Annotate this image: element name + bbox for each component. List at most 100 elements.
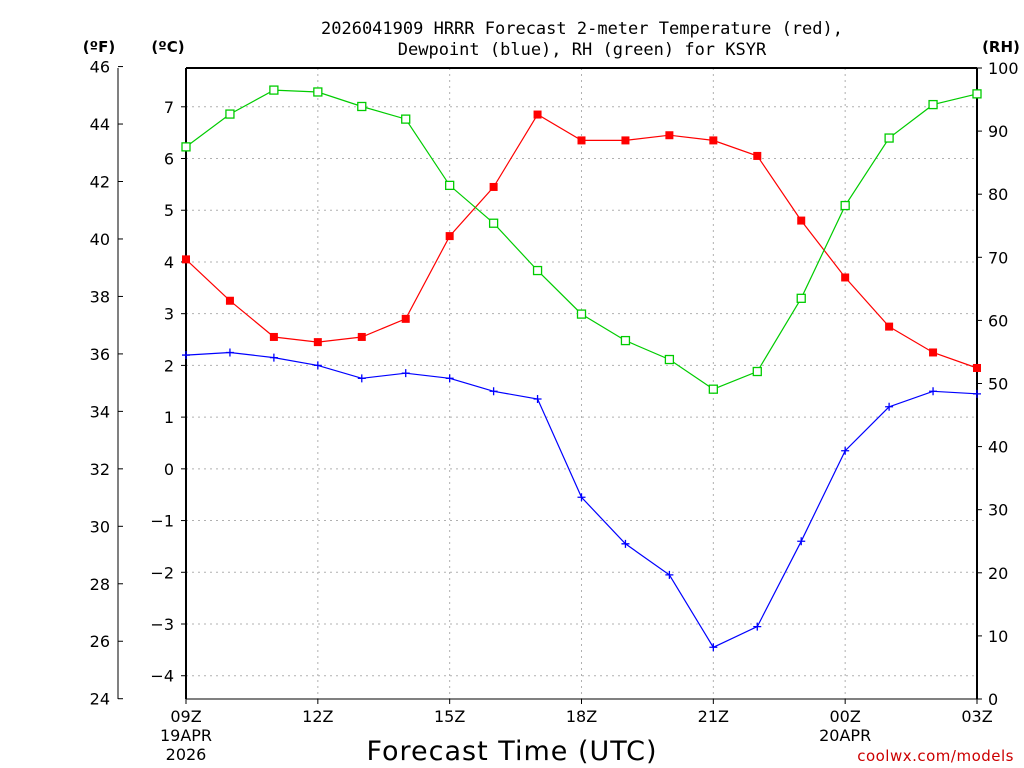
dewpoint-point [533, 395, 542, 404]
fahrenheit-tick-label: 28 [90, 575, 110, 594]
x-tick-date-label: 19APR [160, 726, 212, 745]
dewpoint-point [621, 539, 630, 548]
rh-point [840, 200, 850, 211]
dewpoint-point [797, 537, 806, 546]
dewpoint-point [269, 353, 278, 362]
chart-title-line1: 2026041909 HRRR Forecast 2-meter Tempera… [321, 19, 843, 39]
x-tick-label: 15Z [434, 707, 465, 726]
dewpoint-point [357, 374, 366, 383]
dewpoint-point [489, 387, 498, 396]
temperature-point [841, 273, 850, 282]
rh-point [620, 335, 631, 346]
fahrenheit-tick-label: 44 [90, 115, 110, 134]
fahrenheit-tick-label: 40 [90, 230, 110, 249]
rh-point [445, 180, 455, 191]
fahrenheit-tick-label: 36 [90, 345, 110, 364]
x-tick-date-label: 20APR [819, 726, 871, 745]
fahrenheit-tick-label: 30 [90, 517, 110, 536]
celsius-tick-label: 1 [164, 408, 174, 427]
rh-point [488, 218, 499, 228]
celsius-tick-label: −1 [150, 512, 174, 531]
rh-tick-label: 70 [988, 248, 1008, 267]
temperature-point [182, 255, 190, 264]
x-tick-year-label: 2026 [166, 745, 207, 764]
rh-tick-label: 80 [988, 185, 1008, 204]
fahrenheit-unit-label: (ºF) [83, 38, 115, 56]
rh-tick-label: 20 [988, 564, 1008, 583]
celsius-tick-label: 0 [164, 460, 174, 479]
temperature-series [182, 110, 981, 372]
chart-title-line2: Dewpoint (blue), RH (green) for KSYR [398, 40, 767, 60]
temperature-point [489, 182, 498, 191]
credit-text: coolwx.com/models [857, 747, 1014, 765]
rh-point [576, 309, 587, 319]
celsius-tick-label: 3 [164, 305, 174, 324]
rh-point [972, 89, 982, 99]
rh-tick-label: 10 [988, 627, 1008, 646]
temperature-point [533, 110, 542, 119]
dewpoint-point [577, 493, 586, 502]
celsius-tick-label: 4 [164, 253, 174, 272]
x-tick-label: 21Z [698, 707, 729, 726]
rh-tick-label: 40 [988, 438, 1008, 457]
temperature-point [709, 136, 718, 145]
celsius-tick-label: −2 [150, 563, 174, 582]
rh-point [752, 366, 762, 377]
temperature-point [885, 322, 894, 331]
dewpoint-point [841, 446, 850, 455]
temperature-point [313, 338, 322, 347]
temperature-point [929, 348, 938, 357]
rh-series [181, 85, 982, 394]
celsius-tick-label: 5 [164, 201, 174, 220]
celsius-tick-label: −4 [150, 667, 174, 686]
dewpoint-point [445, 374, 454, 383]
rh-tick-label: 50 [988, 375, 1008, 394]
temperature-point [269, 332, 278, 341]
rh-point [928, 99, 938, 110]
fahrenheit-tick-label: 26 [90, 632, 110, 651]
rh-tick-label: 90 [988, 122, 1008, 141]
temperature-point [357, 332, 366, 341]
celsius-tick-label: −3 [150, 615, 174, 634]
temperature-point [753, 151, 762, 160]
dewpoint-point [973, 389, 981, 398]
rh-tick-label: 100 [988, 59, 1019, 78]
x-axis-label: Forecast Time (UTC) [366, 736, 657, 767]
dewpoint-point [401, 369, 410, 378]
dewpoint-point [313, 361, 322, 370]
rh-point [884, 133, 894, 143]
fahrenheit-tick-label: 38 [90, 287, 110, 306]
temperature-point [401, 314, 410, 323]
data-series [181, 85, 982, 652]
dewpoint-point [753, 622, 762, 631]
x-tick-label: 18Z [566, 707, 597, 726]
x-tick-label: 03Z [961, 707, 992, 726]
fahrenheit-tick-label: 42 [90, 172, 110, 191]
fahrenheit-tick-label: 46 [90, 58, 110, 77]
rh-point [225, 109, 235, 119]
rh-point [181, 142, 191, 152]
x-tick-label: 12Z [302, 707, 333, 726]
rh-tick-label: 0 [988, 690, 998, 709]
dewpoint-series [182, 348, 981, 652]
axes: 242628303234363840424446−4−3−2−101234567… [90, 58, 1019, 709]
rh-point [532, 265, 543, 276]
x-tick-label: 09Z [170, 707, 201, 726]
fahrenheit-tick-label: 24 [90, 690, 110, 709]
celsius-tick-label: 2 [164, 356, 174, 375]
celsius-tick-label: 6 [164, 150, 174, 169]
temperature-point [665, 131, 674, 140]
dewpoint-point [182, 351, 190, 360]
rh-point [664, 354, 675, 365]
rh-point [357, 101, 367, 112]
dewpoint-point [665, 570, 674, 579]
rh-point [313, 87, 323, 97]
rh-tick-label: 30 [988, 501, 1008, 520]
rh-unit-label: (RH) [982, 38, 1020, 56]
dewpoint-point [929, 387, 938, 396]
dewpoint-point [885, 402, 894, 411]
x-tick-label: 00Z [830, 707, 861, 726]
fahrenheit-tick-label: 32 [90, 460, 110, 479]
